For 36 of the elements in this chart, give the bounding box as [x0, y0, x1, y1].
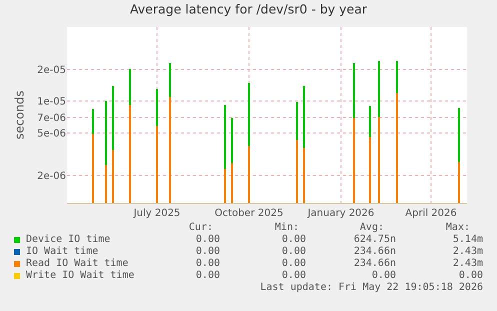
text: 624.75n — [354, 234, 396, 246]
y-tick-label: 1e-05 — [37, 96, 66, 108]
x-tick-label: January 2026 — [306, 208, 374, 219]
y-tick-label: 2e-06 — [37, 170, 66, 182]
text: 5.14m — [452, 234, 483, 246]
y-tick-label: 5e-06 — [37, 128, 66, 140]
y-axis-title: seconds — [12, 90, 26, 140]
text: 0.00 — [372, 270, 396, 282]
text: 0.00 — [196, 234, 220, 246]
text: 0.00 — [458, 270, 483, 282]
text: 234.66n — [354, 258, 396, 270]
text: Max: — [446, 222, 470, 234]
text: Last update: Fri May 22 19:05:18 2026 — [260, 282, 483, 294]
x-tick-label: July 2025 — [132, 208, 180, 219]
y-tick-label: 2e-05 — [37, 64, 66, 76]
text: 0.00 — [282, 246, 306, 258]
text: Min: — [274, 222, 299, 234]
chart-title: Average latency for /dev/sr0 - by year — [130, 1, 368, 16]
legend-label: Write IO Wait time — [26, 270, 134, 282]
text: 2.43m — [452, 258, 483, 270]
text: 0.00 — [196, 246, 220, 258]
text: 0.00 — [196, 258, 220, 270]
legend-label: IO Wait time — [26, 246, 98, 258]
text: 0.00 — [282, 270, 306, 282]
text: 234.66n — [354, 246, 396, 258]
legend-label: Read IO Wait time — [26, 258, 128, 270]
x-tick-label: April 2026 — [405, 208, 457, 219]
text: Cur: — [188, 222, 213, 234]
y-tick-label: 7e-06 — [37, 113, 66, 124]
text: 0.00 — [196, 270, 220, 282]
x-tick-label: October 2025 — [214, 208, 284, 219]
text: Avg: — [360, 222, 384, 234]
legend-label: Device IO time — [26, 234, 110, 246]
text: 2.43m — [452, 246, 483, 258]
text: 0.00 — [282, 234, 306, 246]
text: 0.00 — [282, 258, 306, 270]
